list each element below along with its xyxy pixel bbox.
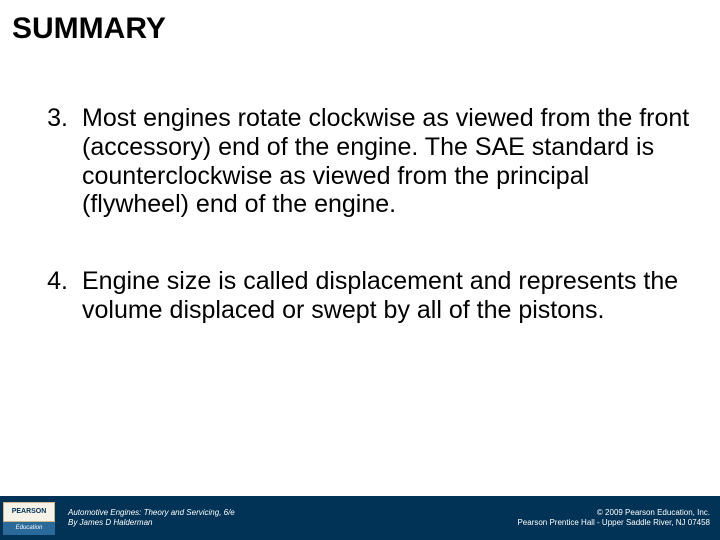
author-line: By James D Halderman	[68, 518, 235, 528]
page-title: SUMMARY	[12, 12, 166, 46]
item-text: Engine size is called displacement and r…	[82, 267, 690, 325]
publisher-address: Pearson Prentice Hall - Upper Saddle Riv…	[517, 518, 710, 528]
logo-brand: PEARSON	[3, 502, 55, 522]
book-title: Automotive Engines: Theory and Servicing…	[68, 508, 235, 518]
logo-subbrand: Education	[3, 522, 55, 535]
list-item: 3. Most engines rotate clockwise as view…	[38, 104, 690, 219]
footer-left-text: Automotive Engines: Theory and Servicing…	[68, 508, 235, 529]
list-item: 4. Engine size is called displacement an…	[38, 267, 690, 325]
item-number: 4.	[38, 267, 82, 325]
footer-bar: PEARSON Education Automotive Engines: Th…	[0, 496, 720, 540]
item-text: Most engines rotate clockwise as viewed …	[82, 104, 690, 219]
publisher-logo: PEARSON Education	[0, 496, 58, 540]
item-number: 3.	[38, 104, 82, 219]
footer-right-text: © 2009 Pearson Education, Inc. Pearson P…	[517, 508, 710, 529]
copyright-line: © 2009 Pearson Education, Inc.	[517, 508, 710, 518]
summary-list: 3. Most engines rotate clockwise as view…	[38, 104, 690, 373]
